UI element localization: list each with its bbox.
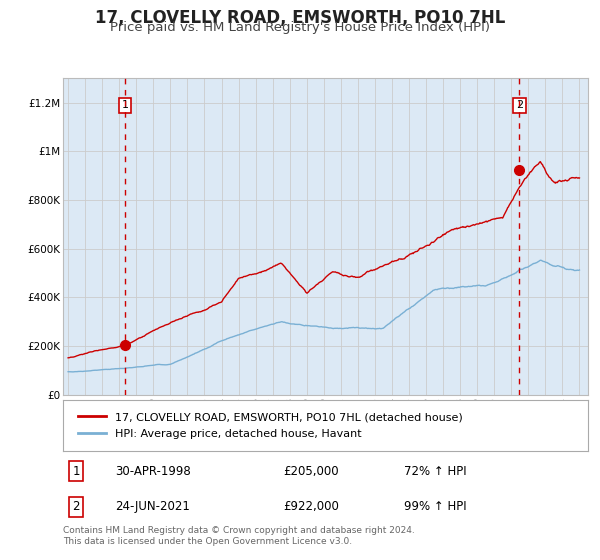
- Text: 2: 2: [516, 100, 523, 110]
- Text: Price paid vs. HM Land Registry's House Price Index (HPI): Price paid vs. HM Land Registry's House …: [110, 21, 490, 34]
- Text: Contains HM Land Registry data © Crown copyright and database right 2024.
This d: Contains HM Land Registry data © Crown c…: [63, 526, 415, 546]
- Text: 30-APR-1998: 30-APR-1998: [115, 465, 191, 478]
- Text: 72% ↑ HPI: 72% ↑ HPI: [404, 465, 467, 478]
- Text: 17, CLOVELLY ROAD, EMSWORTH, PO10 7HL: 17, CLOVELLY ROAD, EMSWORTH, PO10 7HL: [95, 9, 505, 27]
- Text: 1: 1: [121, 100, 128, 110]
- Text: £205,000: £205,000: [284, 465, 339, 478]
- Text: £922,000: £922,000: [284, 500, 340, 514]
- Text: 2: 2: [73, 500, 80, 514]
- Text: 1: 1: [73, 465, 80, 478]
- Text: 99% ↑ HPI: 99% ↑ HPI: [404, 500, 467, 514]
- Legend: 17, CLOVELLY ROAD, EMSWORTH, PO10 7HL (detached house), HPI: Average price, deta: 17, CLOVELLY ROAD, EMSWORTH, PO10 7HL (d…: [74, 408, 467, 444]
- Text: 24-JUN-2021: 24-JUN-2021: [115, 500, 190, 514]
